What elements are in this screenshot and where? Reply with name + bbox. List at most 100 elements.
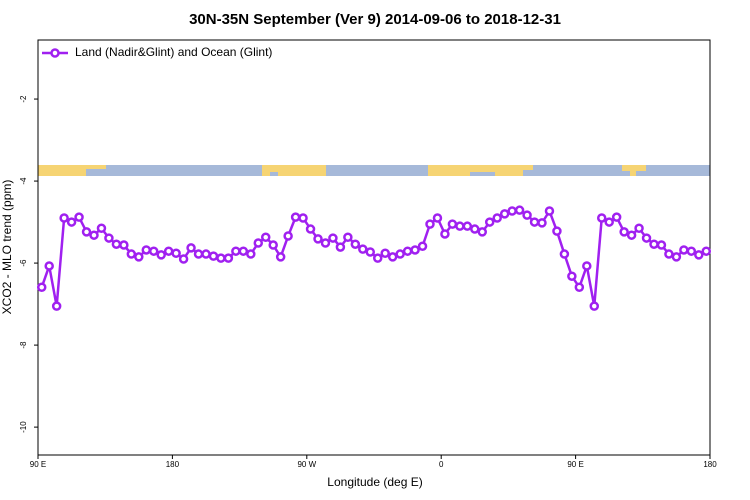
point (156, 250, 166, 260)
point (134, 252, 144, 262)
point (477, 227, 488, 237)
y-axis-label: XCO2 - MLO trend (ppm) (0, 180, 14, 315)
map-strip (38, 165, 710, 176)
point (671, 252, 682, 262)
point (552, 226, 562, 236)
point (223, 253, 234, 263)
point (619, 227, 629, 237)
y-tick-label: -6 (19, 259, 28, 267)
point (462, 221, 473, 231)
point (201, 249, 211, 259)
point (596, 213, 607, 223)
point (455, 221, 465, 231)
point (559, 249, 570, 259)
point (529, 217, 540, 227)
point (470, 224, 480, 234)
point (163, 246, 174, 256)
point (81, 227, 92, 237)
point (89, 230, 99, 240)
point (148, 246, 159, 256)
point (171, 248, 181, 258)
point (537, 218, 547, 228)
point (104, 233, 114, 243)
x-tick-label: 180 (166, 460, 180, 469)
point (499, 209, 510, 219)
x-tick-label: 180 (703, 460, 717, 469)
y-tick-label: -10 (19, 421, 28, 433)
point (604, 217, 614, 227)
point (186, 243, 196, 253)
point (582, 261, 592, 271)
point (51, 301, 62, 311)
point (694, 250, 704, 260)
point (372, 253, 383, 263)
point (410, 245, 420, 255)
point (686, 246, 697, 256)
point (96, 223, 107, 233)
point (193, 249, 204, 259)
point (231, 246, 241, 256)
point (320, 238, 331, 248)
point (260, 232, 271, 242)
point (141, 245, 152, 255)
point (178, 254, 189, 264)
point (447, 219, 458, 229)
point (574, 282, 585, 293)
point (380, 248, 390, 258)
point (335, 242, 346, 252)
point (432, 213, 443, 223)
point (313, 234, 323, 244)
point (350, 239, 361, 249)
point (395, 249, 405, 259)
point (544, 206, 555, 216)
point (611, 212, 622, 222)
point (74, 212, 84, 222)
point (514, 205, 525, 215)
point (275, 252, 286, 262)
y-tick-label: -2 (19, 95, 28, 103)
plot-frame (37, 39, 711, 456)
y-tick-label: -8 (19, 341, 28, 349)
point (119, 240, 129, 250)
point (626, 230, 637, 240)
point (238, 246, 249, 256)
x-tick-label: 90 W (297, 460, 316, 469)
point (66, 217, 77, 227)
point (111, 239, 122, 249)
point (290, 212, 301, 222)
point (59, 213, 69, 223)
point (656, 240, 667, 250)
legend-marker (50, 48, 60, 58)
point (567, 271, 577, 281)
point (268, 240, 278, 250)
point (589, 301, 600, 311)
point (425, 219, 435, 229)
point (365, 247, 376, 257)
point (522, 210, 532, 220)
legend-label: Land (Nadir&Glint) and Ocean (Glint) (75, 45, 272, 59)
point (126, 249, 137, 259)
point (253, 238, 264, 248)
point (208, 251, 219, 261)
point (507, 206, 517, 216)
point (664, 249, 674, 259)
x-tick-label: 90 E (30, 460, 46, 469)
point (440, 229, 450, 239)
point (328, 233, 338, 243)
point (358, 244, 368, 254)
chart-title: 30N-35N September (Ver 9) 2014-09-06 to … (189, 11, 561, 28)
x-axis-label: Longitude (deg E) (327, 475, 422, 489)
point (387, 252, 398, 262)
point (641, 233, 652, 243)
point (216, 253, 226, 263)
point (36, 282, 47, 293)
point (649, 239, 659, 249)
point (492, 213, 502, 223)
point (484, 217, 495, 227)
point (634, 223, 644, 233)
point (343, 232, 353, 242)
point (701, 246, 712, 256)
y-tick-label: -4 (19, 177, 28, 185)
x-tick-label: 0 (439, 460, 444, 469)
